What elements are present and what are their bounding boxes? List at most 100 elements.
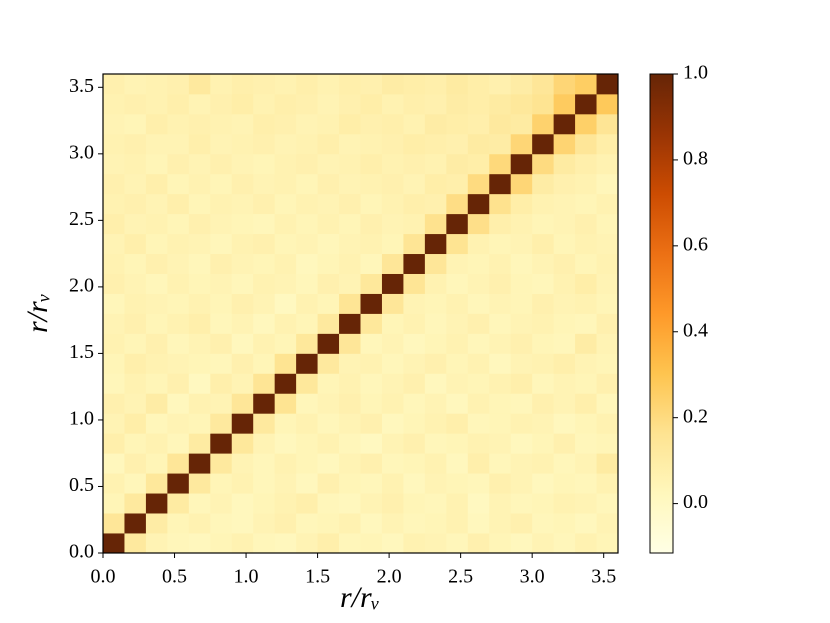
heatmap-cell [188, 533, 211, 554]
heatmap-cell [210, 493, 233, 514]
heatmap-cell [339, 293, 361, 314]
heatmap-cell [296, 113, 318, 135]
colorbar-tick-label: 0.0 [683, 491, 708, 513]
heatmap-cell [167, 413, 190, 434]
heatmap-cell [188, 473, 211, 494]
heatmap-cell [124, 213, 147, 235]
heatmap-cell [360, 193, 383, 215]
heatmap-cell [274, 313, 297, 334]
heatmap-cell [532, 393, 555, 414]
heatmap-cell [510, 473, 533, 494]
heatmap-cell [317, 533, 340, 554]
heatmap-cell [532, 313, 555, 334]
heatmap-cell [467, 293, 490, 314]
heatmap-cell [381, 74, 404, 95]
heatmap-cell [103, 393, 125, 414]
heatmap-cell [103, 93, 125, 115]
heatmap-cell [231, 313, 254, 334]
heatmap-cell [167, 273, 190, 294]
colorbar [649, 73, 674, 554]
heatmap-cell [467, 233, 490, 255]
heatmap-cell [489, 253, 512, 274]
heatmap-cell [510, 373, 533, 394]
heatmap-cell [575, 453, 597, 474]
heatmap-cell [510, 433, 533, 454]
x-tick-label: 0.5 [162, 566, 187, 588]
heatmap-cell [596, 193, 619, 215]
heatmap-cell [446, 213, 469, 235]
heatmap-cell [103, 193, 125, 215]
heatmap-cell [253, 293, 276, 314]
heatmap-cell [210, 333, 233, 354]
heatmap-cell [188, 513, 211, 534]
heatmap-cell [188, 153, 211, 175]
heatmap-cell [381, 453, 404, 474]
heatmap-cell [403, 533, 426, 554]
heatmap-cell [124, 373, 147, 394]
heatmap-cell [596, 293, 619, 314]
heatmap-cell [103, 333, 125, 354]
heatmap-cell [103, 473, 125, 494]
heatmap-cell [339, 153, 361, 175]
heatmap-cell [124, 513, 147, 534]
heatmap-cell [145, 74, 168, 95]
heatmap-cell [253, 433, 276, 454]
heatmap-cell [317, 353, 340, 374]
heatmap-cell [489, 393, 512, 414]
heatmap-cell [424, 74, 447, 95]
heatmap-cell [103, 253, 125, 274]
heatmap-cell [446, 533, 469, 554]
heatmap-cell [188, 233, 211, 255]
heatmap-cell [360, 313, 383, 334]
y-tick-label: 0.5 [69, 474, 94, 496]
heatmap-cell [360, 74, 383, 95]
heatmap-cell [489, 433, 512, 454]
heatmap-cell [124, 453, 147, 474]
heatmap-cell [467, 173, 490, 195]
heatmap-cell [575, 293, 597, 314]
heatmap-cell [467, 513, 490, 534]
heatmap-cell [317, 333, 340, 354]
x-tick-label: 1.0 [234, 566, 259, 588]
heatmap-cell [446, 493, 469, 514]
heatmap-cell [532, 173, 555, 195]
heatmap-cell [467, 113, 490, 135]
heatmap-cell [339, 133, 361, 155]
heatmap-cell [103, 133, 125, 155]
heatmap-cell [467, 353, 490, 374]
heatmap-cell [424, 193, 447, 215]
heatmap-cell [253, 233, 276, 255]
heatmap-cell [360, 93, 383, 115]
heatmap-cell [381, 393, 404, 414]
heatmap-cell [339, 373, 361, 394]
heatmap-cell [381, 173, 404, 195]
heatmap-cell [167, 353, 190, 374]
heatmap-cell [188, 273, 211, 294]
heatmap-cell [446, 333, 469, 354]
heatmap-cell [467, 533, 490, 554]
heatmap-cell [274, 373, 297, 394]
heatmap-cell [296, 233, 318, 255]
heatmap-cell [381, 293, 404, 314]
heatmap-cell [167, 133, 190, 155]
heatmap-cell [553, 153, 576, 175]
heatmap-cell [381, 193, 404, 215]
heatmap-cell [103, 293, 125, 314]
heatmap-cell [124, 173, 147, 195]
heatmap-cell [381, 213, 404, 235]
heatmap-cell [317, 193, 340, 215]
heatmap-cell [360, 153, 383, 175]
heatmap-cell [339, 333, 361, 354]
heatmap-cell [167, 193, 190, 215]
heatmap-cell [103, 213, 125, 235]
heatmap-cell [231, 473, 254, 494]
heatmap-cell [210, 273, 233, 294]
heatmap-cell [532, 513, 555, 534]
heatmap-cell [424, 233, 447, 255]
heatmap-cell [575, 493, 597, 514]
heatmap-cell [339, 473, 361, 494]
heatmap-cell [317, 273, 340, 294]
heatmap-cell [467, 433, 490, 454]
heatmap-cell [532, 193, 555, 215]
heatmap-cell [532, 493, 555, 514]
